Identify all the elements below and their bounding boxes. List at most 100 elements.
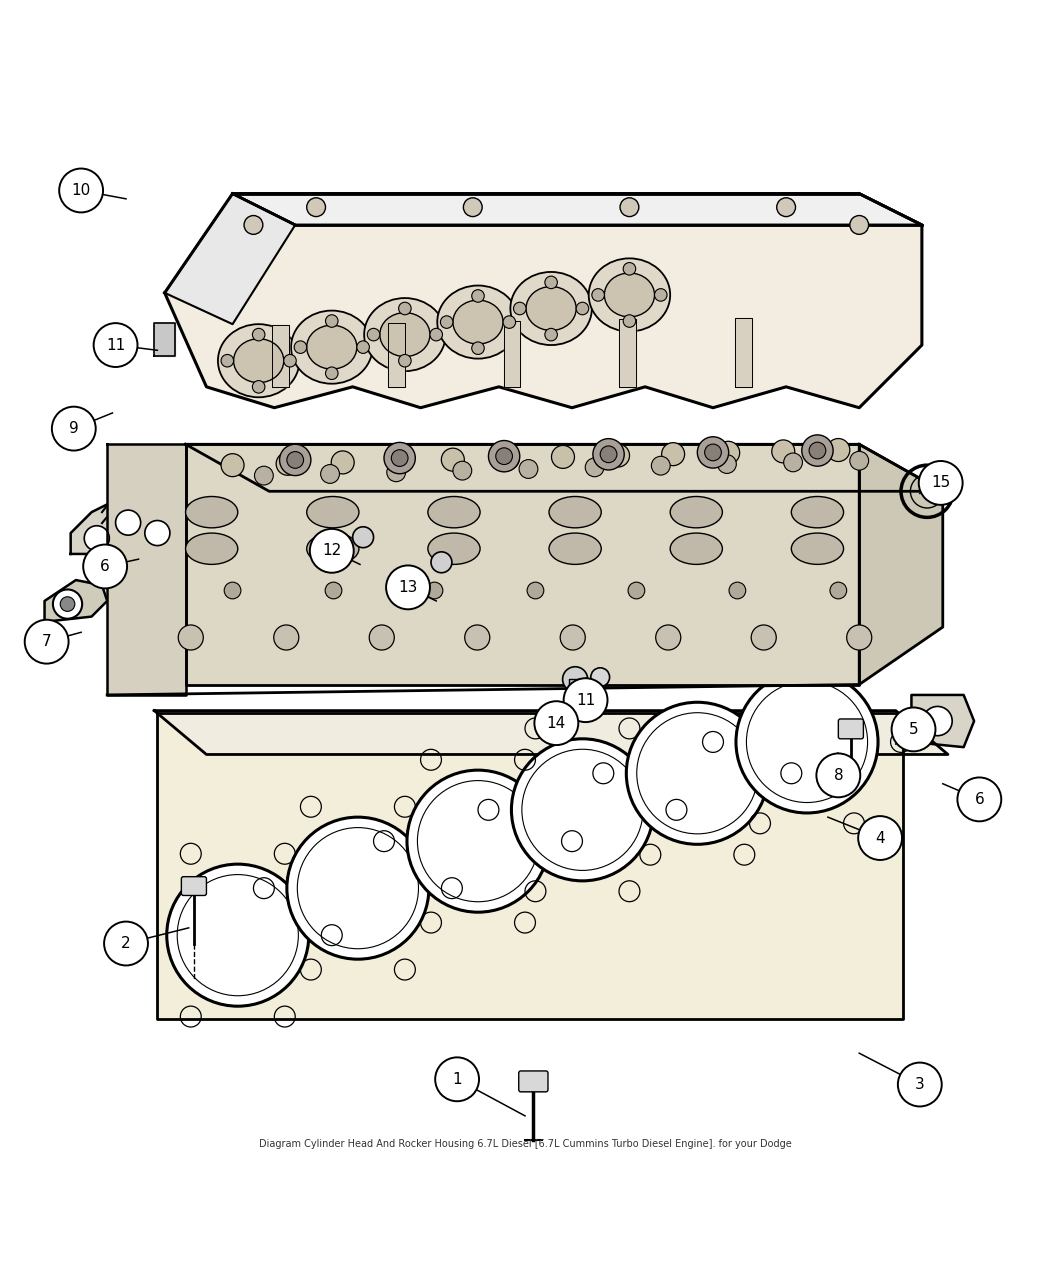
- Polygon shape: [165, 194, 922, 408]
- Polygon shape: [272, 325, 289, 386]
- Circle shape: [513, 302, 526, 315]
- Circle shape: [310, 529, 354, 572]
- Circle shape: [705, 444, 721, 460]
- Circle shape: [407, 770, 549, 912]
- Ellipse shape: [427, 533, 480, 565]
- Circle shape: [534, 701, 579, 745]
- Ellipse shape: [792, 496, 843, 528]
- Text: 15: 15: [931, 476, 950, 491]
- Polygon shape: [232, 194, 922, 224]
- Circle shape: [519, 459, 538, 478]
- Circle shape: [368, 329, 380, 340]
- Text: 11: 11: [106, 338, 125, 353]
- Ellipse shape: [291, 311, 373, 384]
- Polygon shape: [154, 710, 948, 755]
- Polygon shape: [569, 680, 582, 699]
- Ellipse shape: [526, 287, 576, 330]
- Text: 5: 5: [908, 722, 919, 737]
- Circle shape: [626, 703, 769, 844]
- Circle shape: [898, 1062, 942, 1107]
- Polygon shape: [911, 695, 974, 747]
- FancyBboxPatch shape: [838, 719, 863, 738]
- Circle shape: [276, 453, 299, 476]
- Circle shape: [25, 620, 68, 663]
- Polygon shape: [859, 444, 943, 685]
- Circle shape: [353, 527, 374, 548]
- Circle shape: [320, 464, 339, 483]
- Text: 2: 2: [121, 936, 131, 951]
- Circle shape: [561, 625, 585, 650]
- Circle shape: [60, 597, 75, 612]
- Circle shape: [51, 407, 96, 450]
- FancyBboxPatch shape: [182, 877, 207, 895]
- Circle shape: [471, 289, 484, 302]
- Polygon shape: [186, 444, 943, 491]
- Ellipse shape: [437, 286, 519, 358]
- Circle shape: [826, 439, 849, 462]
- Ellipse shape: [364, 298, 445, 371]
- Text: 4: 4: [876, 830, 885, 845]
- Polygon shape: [504, 321, 521, 386]
- Circle shape: [607, 444, 630, 467]
- Circle shape: [104, 922, 148, 965]
- Text: 9: 9: [69, 421, 79, 436]
- Ellipse shape: [233, 339, 284, 382]
- Circle shape: [628, 583, 645, 599]
- Circle shape: [563, 667, 588, 692]
- FancyBboxPatch shape: [519, 1071, 548, 1091]
- Circle shape: [399, 354, 412, 367]
- Circle shape: [370, 625, 395, 650]
- Circle shape: [386, 450, 410, 473]
- Circle shape: [307, 198, 326, 217]
- Circle shape: [222, 354, 233, 367]
- Circle shape: [717, 441, 739, 464]
- Circle shape: [858, 816, 902, 859]
- Ellipse shape: [670, 533, 722, 565]
- Circle shape: [527, 583, 544, 599]
- Circle shape: [783, 453, 802, 472]
- Ellipse shape: [307, 533, 359, 565]
- Circle shape: [463, 198, 482, 217]
- Circle shape: [386, 463, 405, 482]
- Circle shape: [440, 316, 453, 329]
- Ellipse shape: [792, 533, 843, 565]
- Text: 12: 12: [322, 543, 341, 558]
- Circle shape: [252, 329, 265, 340]
- Ellipse shape: [307, 496, 359, 528]
- Circle shape: [624, 315, 635, 328]
- Circle shape: [453, 462, 471, 481]
- Circle shape: [116, 510, 141, 536]
- Circle shape: [435, 1057, 479, 1102]
- Circle shape: [697, 437, 729, 468]
- Circle shape: [287, 817, 428, 959]
- Ellipse shape: [186, 496, 237, 528]
- Circle shape: [729, 583, 746, 599]
- Circle shape: [252, 380, 265, 393]
- Circle shape: [958, 778, 1002, 821]
- Ellipse shape: [549, 496, 602, 528]
- Circle shape: [576, 302, 589, 315]
- Text: 11: 11: [576, 692, 595, 708]
- Circle shape: [736, 671, 878, 813]
- Ellipse shape: [427, 496, 480, 528]
- Polygon shape: [735, 317, 752, 386]
- Circle shape: [717, 455, 736, 473]
- Ellipse shape: [307, 325, 357, 368]
- Ellipse shape: [186, 533, 237, 565]
- Circle shape: [244, 215, 262, 235]
- Circle shape: [810, 442, 825, 459]
- Circle shape: [392, 450, 408, 467]
- Circle shape: [167, 864, 309, 1006]
- Ellipse shape: [453, 300, 503, 344]
- Circle shape: [651, 456, 670, 476]
- Circle shape: [802, 435, 833, 467]
- Circle shape: [846, 625, 872, 650]
- Polygon shape: [186, 444, 859, 685]
- Circle shape: [430, 552, 452, 572]
- Circle shape: [441, 449, 464, 472]
- Circle shape: [621, 198, 638, 217]
- Circle shape: [426, 583, 443, 599]
- Circle shape: [919, 462, 963, 505]
- Circle shape: [399, 302, 412, 315]
- Ellipse shape: [380, 312, 429, 357]
